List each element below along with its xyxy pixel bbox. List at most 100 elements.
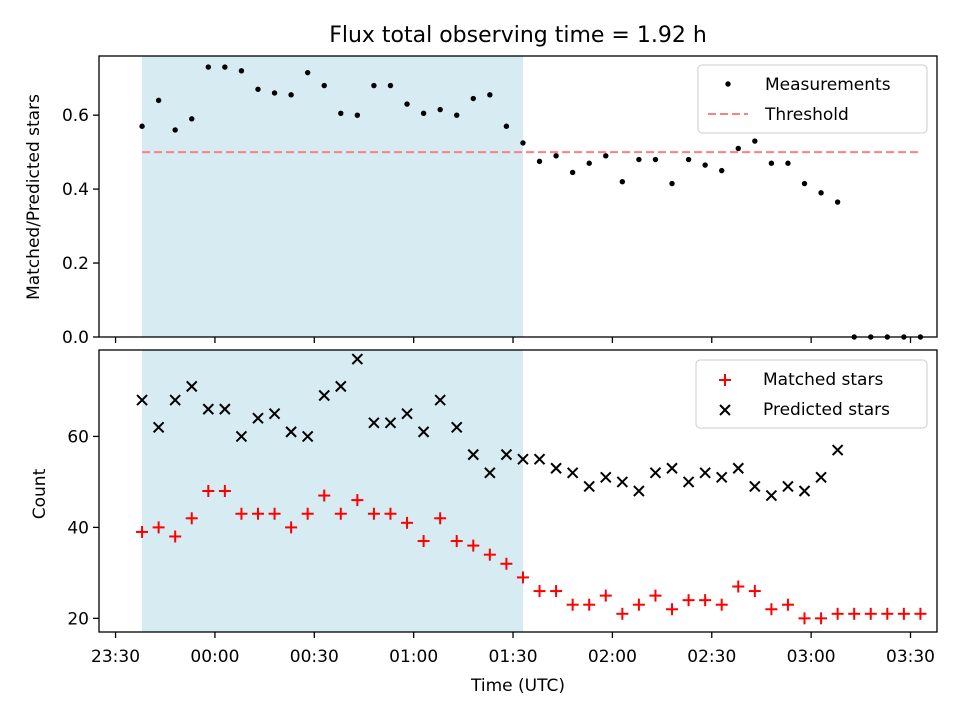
x-tick-label: 03:00 (787, 647, 836, 667)
legend-measurements-label: Measurements (765, 75, 891, 95)
bottom-y-tick-label: 20 (67, 609, 89, 629)
predicted-stars-point (831, 444, 844, 456)
predicted-stars-point (384, 417, 397, 429)
predicted-stars-point (434, 394, 446, 406)
matched-stars-point (781, 598, 794, 611)
top-data-points (139, 64, 924, 340)
predicted-stars-point (318, 389, 330, 402)
predicted-stars-point (583, 480, 595, 493)
measurement-point (569, 169, 576, 176)
measurement-point (338, 110, 344, 117)
measurement-point (735, 145, 741, 152)
measurement-point (536, 158, 543, 165)
matched-stars-point (285, 521, 298, 534)
predicted-stars-point (136, 394, 148, 406)
matched-stars-point (401, 516, 414, 529)
predicted-stars-point (682, 476, 695, 488)
predicted-stars-point (451, 421, 463, 434)
measurement-point (205, 64, 212, 70)
matched-stars-point (666, 603, 679, 616)
matched-stars-point (351, 494, 364, 507)
top-y-axis-label: Matched/Predicted stars (24, 94, 44, 300)
matched-stars-point (185, 512, 198, 525)
x-tick-label: 01:00 (389, 647, 438, 667)
matched-stars-point (748, 585, 761, 598)
top-observing-window-band (142, 56, 523, 337)
chart-title: Flux total observing time = 1.92 h (329, 23, 707, 48)
measurement-point (487, 92, 493, 98)
bottom-legend-box (695, 359, 928, 429)
measurement-point (321, 82, 327, 89)
predicted-stars-point (566, 467, 579, 479)
predicted-stars-point (368, 417, 380, 429)
predicted-stars-point (169, 394, 181, 406)
matched-stars-point (417, 535, 430, 548)
predicted-stars-point (517, 453, 529, 465)
matched-stars-point (649, 589, 662, 602)
measurement-point (752, 138, 758, 144)
predicted-stars-point (715, 471, 728, 484)
measurement-point (818, 190, 824, 196)
measurement-point (371, 82, 377, 89)
matched-stars-point (152, 521, 165, 534)
measurement-point (420, 110, 427, 117)
matched-stars-point (798, 612, 811, 625)
predicted-stars-point (335, 380, 347, 393)
legend-matched-stars-label: Matched stars (763, 370, 883, 390)
measurement-point (801, 180, 808, 187)
bottom-y-ticks: 20 40 60 (67, 427, 99, 629)
matched-stars-point (732, 580, 745, 593)
top-y-tick-label: 0.0 (62, 328, 89, 348)
predicted-stars-point (186, 380, 198, 393)
measurement-point (520, 140, 526, 146)
predicted-stars-point (616, 476, 629, 488)
matched-stars-point (301, 507, 314, 520)
legend-matched-stars-marker (719, 374, 731, 386)
matched-stars-point (848, 607, 861, 620)
predicted-stars-point (798, 485, 811, 497)
top-legend-box (697, 64, 928, 134)
measurement-point (685, 156, 692, 163)
measurement-point (404, 101, 410, 107)
measurement-point (669, 180, 675, 187)
predicted-stars-point (152, 421, 165, 434)
measurement-point (288, 92, 294, 98)
matched-stars-point (251, 507, 264, 520)
matched-stars-point (881, 607, 894, 620)
x-tick-label: 00:30 (290, 647, 339, 667)
bottom-axes-frame (98, 349, 938, 633)
top-y-tick-label: 0.2 (62, 254, 89, 274)
measurement-point (702, 162, 708, 168)
bottom-y-tick-label: 40 (67, 518, 89, 538)
predicted-stars-point (633, 485, 645, 497)
matched-stars-point (318, 489, 331, 502)
predicted-stars-point (699, 467, 711, 479)
matched-stars-point (218, 485, 231, 497)
matched-stars-point (583, 598, 596, 611)
measurement-point (172, 127, 178, 133)
matched-stars-point (831, 607, 844, 620)
bottom-y-tick-label: 60 (67, 427, 89, 447)
legend-predicted-stars-label: Predicted stars (763, 400, 890, 420)
matched-stars-point (815, 612, 828, 625)
predicted-stars-point (235, 430, 248, 443)
observing-window-band (142, 56, 523, 337)
observing-window-band (142, 350, 523, 632)
measurement-point (652, 156, 659, 163)
predicted-stars-point (649, 467, 662, 479)
matched-stars-point (715, 598, 728, 611)
x-tick-label: 02:00 (588, 647, 637, 667)
bottom-y-axis-label: Count (30, 468, 50, 519)
matched-stars-point (169, 530, 182, 543)
predicted-stars-point (467, 448, 479, 461)
matched-stars-point (864, 607, 877, 620)
measurement-point (636, 156, 642, 163)
top-y-tick-label: 0.4 (62, 180, 89, 200)
measurement-point (437, 106, 443, 113)
x-tick-label: 23:30 (91, 647, 140, 667)
measurement-point (586, 160, 592, 166)
matched-stars-point (516, 571, 529, 584)
measurement-point (834, 199, 841, 205)
matched-stars-point (434, 512, 447, 525)
